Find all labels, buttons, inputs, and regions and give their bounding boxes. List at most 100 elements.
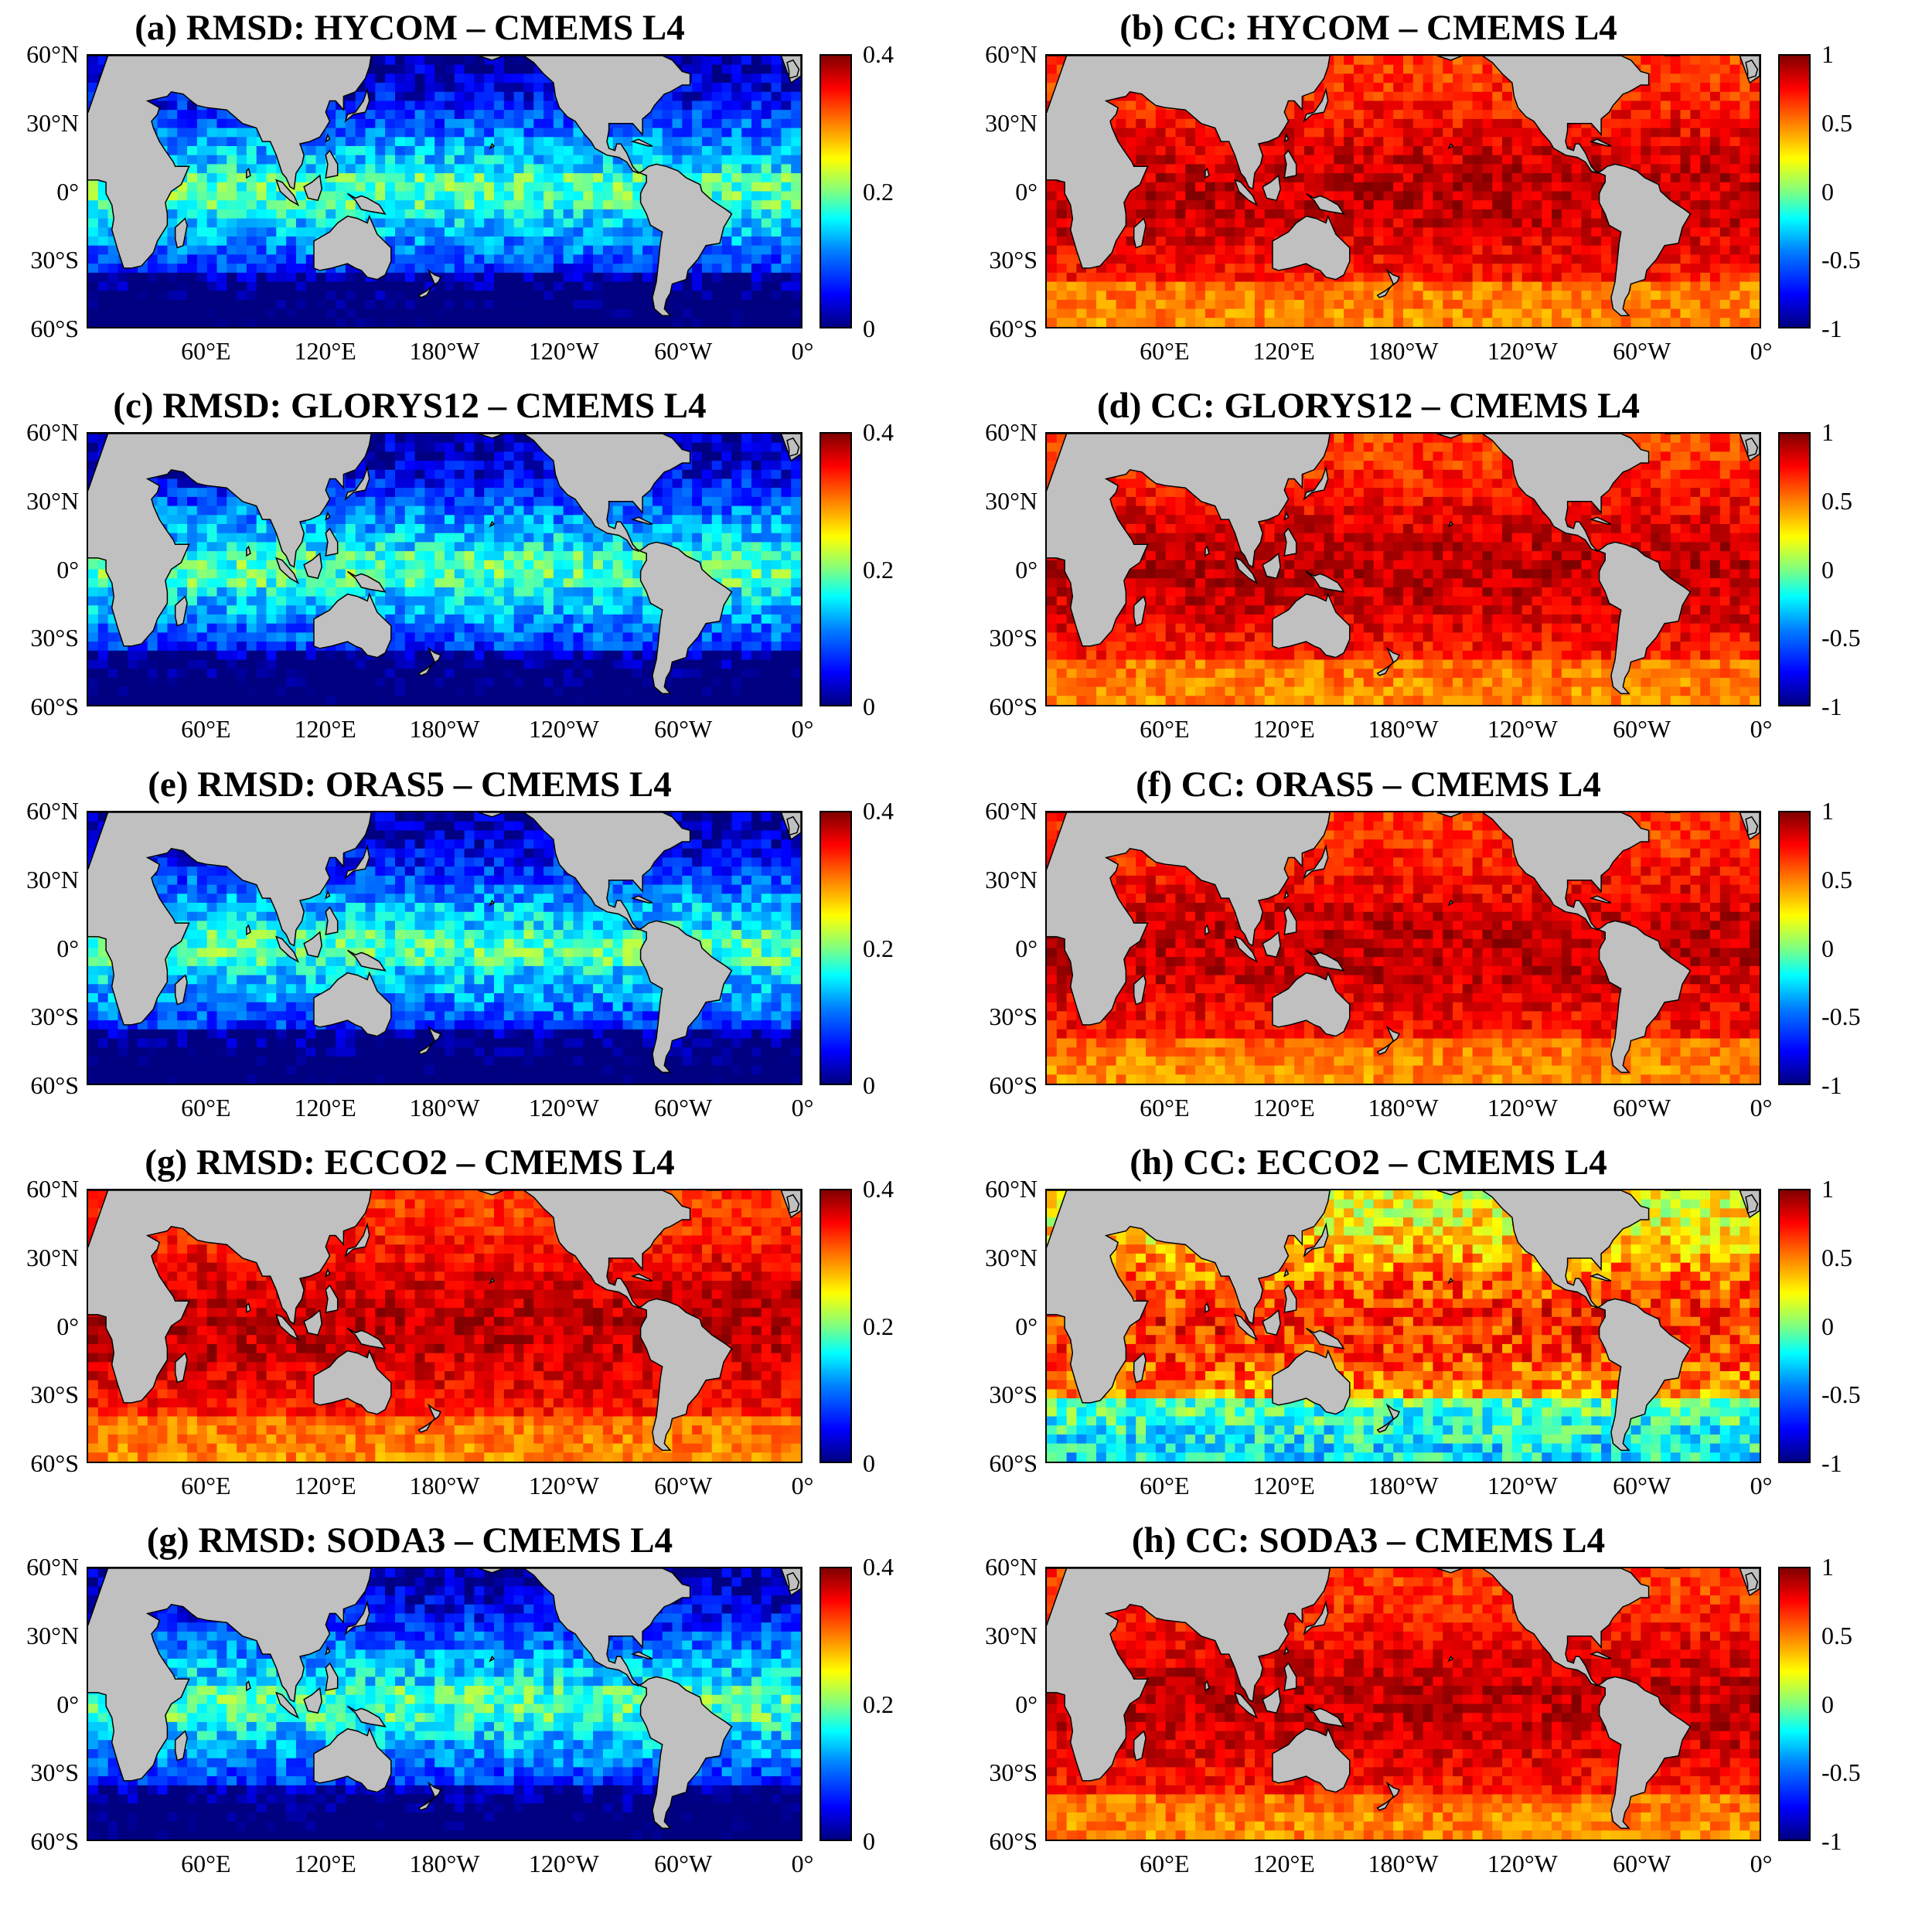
colorbar-tick-label: 0 — [863, 315, 875, 342]
land-newzealand — [1376, 1025, 1400, 1055]
lat-tick-label: 60°N — [26, 1553, 79, 1581]
global-map — [87, 432, 802, 706]
colorbar-tick-label: -0.5 — [1821, 1758, 1861, 1786]
global-map — [1045, 54, 1761, 328]
colorbar-tick-label: 0.4 — [863, 418, 894, 446]
lon-tick-label: 120°W — [1487, 337, 1558, 365]
global-map — [87, 1567, 802, 1841]
land-africa — [88, 1190, 372, 1404]
land-philippines — [1283, 149, 1297, 179]
lat-tick-label: 60°N — [985, 1175, 1038, 1203]
land-srilanka — [246, 545, 251, 557]
land-sumatra — [275, 179, 300, 206]
land-srilanka — [1205, 924, 1210, 936]
land-africa — [88, 1568, 372, 1782]
land-borneo — [303, 174, 322, 202]
land-newguinea — [1306, 570, 1345, 593]
land-cuba — [1589, 895, 1612, 904]
colorbar-tick-label: 0 — [1821, 556, 1834, 584]
land-namerica — [478, 1190, 733, 1452]
land-taiwan — [1283, 890, 1290, 900]
lat-tick-label: 30°S — [989, 246, 1038, 274]
lat-tick-label: 30°N — [985, 487, 1038, 515]
land-africa — [88, 812, 372, 1026]
colorbar-tick-label: -1 — [1821, 1827, 1842, 1855]
land-cuba — [630, 1651, 653, 1659]
colorbar-tick-label: 0 — [863, 1449, 875, 1477]
lon-tick-label: 60°E — [181, 337, 230, 365]
land-philippines — [1283, 527, 1297, 557]
colorbar — [1778, 811, 1811, 1085]
lon-tick-label: 0° — [1750, 1472, 1773, 1499]
lon-tick-label: 60°E — [1140, 1850, 1189, 1877]
lat-tick-label: 30°S — [989, 1002, 1038, 1030]
land-madagascar — [174, 595, 188, 627]
lat-tick-label: 30°N — [26, 1244, 79, 1271]
map-panel-8: (h) CC: ECCO2 – CMEMS L4 60°N 30°N 0° 30°S 60… — [959, 1141, 1917, 1504]
land-borneo — [1262, 1687, 1281, 1714]
panel-title: (b) CC: HYCOM – CMEMS L4 — [959, 6, 1778, 49]
lat-tick-label: 0° — [1015, 556, 1038, 584]
colorbar-tick-label: 0.2 — [863, 556, 894, 584]
land-srilanka — [246, 1680, 251, 1692]
land-namerica — [1436, 812, 1692, 1074]
lon-tick-label: 60°E — [181, 1850, 230, 1877]
land-srilanka — [1205, 1680, 1210, 1692]
land-philippines — [325, 527, 339, 557]
lat-tick-label: 30°S — [30, 1380, 79, 1408]
land-sumatra — [275, 1691, 300, 1719]
lat-tick-label: 30°N — [985, 1244, 1038, 1271]
colorbar — [1778, 432, 1811, 706]
lon-tick-label: 120°E — [294, 1850, 356, 1877]
global-map — [1045, 432, 1761, 706]
lat-tick-label: 30°S — [30, 246, 79, 274]
land-australia — [1272, 1727, 1351, 1793]
lat-tick-label: 0° — [1015, 934, 1038, 962]
land-taiwan — [1283, 511, 1290, 521]
colorbar — [819, 811, 852, 1085]
land-japan — [344, 465, 370, 502]
lon-tick-label: 120°E — [1252, 337, 1314, 365]
land-namerica — [478, 56, 733, 317]
map-panel-6: (f) CC: ORAS5 – CMEMS L4 60°N 30°N 0° 30°S 60… — [959, 763, 1917, 1126]
lon-tick-label: 120°E — [294, 715, 356, 743]
land-uk — [786, 815, 800, 836]
panel-title: (a) RMSD: HYCOM – CMEMS L4 — [0, 6, 819, 49]
land-sumatra — [1234, 1691, 1259, 1719]
lon-tick-label: 120°W — [1487, 715, 1558, 743]
lat-tick-label: 60°N — [26, 1175, 79, 1203]
panel-title: (d) CC: GLORYS12 – CMEMS L4 — [959, 384, 1778, 427]
colorbar-tick-label: -1 — [1821, 315, 1842, 342]
lat-tick-label: 30°S — [30, 1002, 79, 1030]
lon-tick-label: 120°W — [1487, 1094, 1558, 1122]
land-hawaii — [489, 899, 496, 907]
lat-tick-label: 60°N — [26, 40, 79, 68]
land-japan — [1303, 87, 1329, 124]
lat-tick-label: 0° — [1015, 1690, 1038, 1718]
colorbar-tick-label: 0.5 — [1821, 487, 1852, 515]
land-newguinea — [347, 1705, 387, 1727]
land-cuba — [1589, 516, 1612, 525]
lon-tick-label: 180°W — [1368, 1850, 1439, 1877]
land-borneo — [1262, 931, 1281, 958]
land-africa — [88, 434, 372, 647]
land-borneo — [1262, 174, 1281, 202]
lat-tick-label: 30°N — [985, 109, 1038, 137]
colorbar-tick-label: 0.4 — [863, 1553, 894, 1581]
lat-tick-label: 60°S — [989, 693, 1038, 720]
land-newguinea — [1306, 1327, 1345, 1350]
colorbar-tick-label: 0.4 — [863, 797, 894, 825]
land-madagascar — [1133, 1352, 1147, 1384]
colorbar-tick-label: -0.5 — [1821, 1380, 1861, 1408]
lat-tick-label: 60°N — [985, 1553, 1038, 1581]
land-madagascar — [1133, 1730, 1147, 1762]
land-madagascar — [1133, 217, 1147, 249]
lon-tick-label: 60°E — [181, 715, 230, 743]
lat-tick-label: 60°S — [30, 1827, 79, 1855]
lon-tick-label: 180°W — [410, 1850, 480, 1877]
lat-tick-label: 0° — [1015, 178, 1038, 206]
land-taiwan — [1283, 1646, 1290, 1656]
lat-tick-label: 60°S — [989, 1071, 1038, 1099]
lon-tick-label: 0° — [792, 337, 814, 365]
land-borneo — [303, 931, 322, 958]
